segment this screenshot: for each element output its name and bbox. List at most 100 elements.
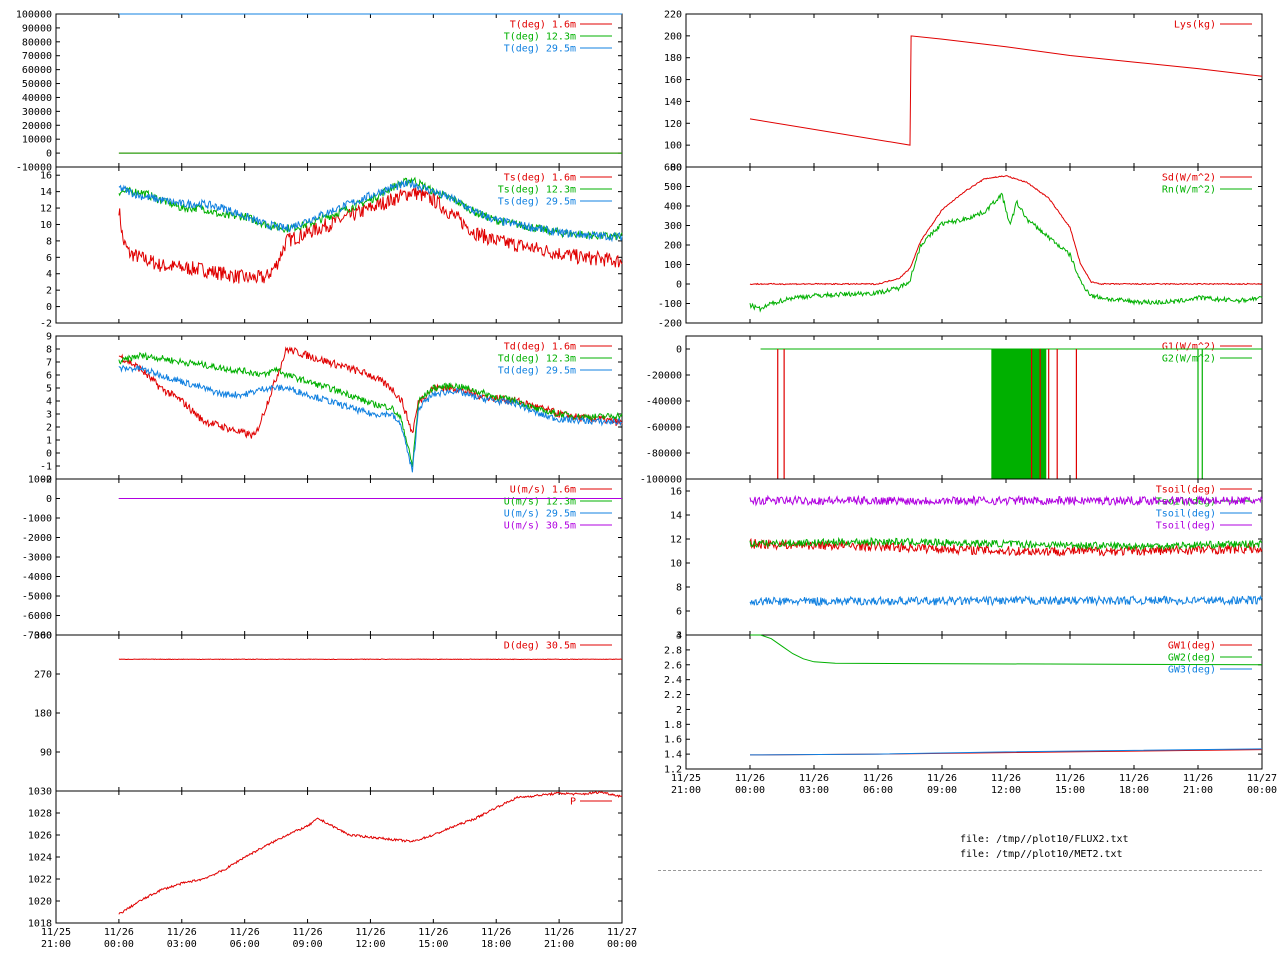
y-tick-label: 16 bbox=[40, 171, 52, 182]
legend-label: Lys(kg) bbox=[1174, 20, 1216, 31]
footer-file-met: file: /tmp//plot10/MET2.txt bbox=[960, 849, 1123, 860]
x-tick-label-right: 21:00 bbox=[1183, 785, 1213, 796]
x-tick-label-left: 18:00 bbox=[481, 939, 511, 950]
x-tick-label-right: 11/25 bbox=[671, 773, 701, 784]
legend-label: Ts(deg) 12.3m bbox=[498, 185, 576, 196]
y-tick-label: 1 bbox=[46, 436, 52, 447]
y-tick-label: 300 bbox=[664, 221, 682, 232]
x-tick-label-right: 11/26 bbox=[799, 773, 829, 784]
x-tick-label-right: 11/26 bbox=[927, 773, 957, 784]
y-tick-label: 30000 bbox=[22, 107, 52, 118]
y-tick-label: 400 bbox=[664, 202, 682, 213]
series-line-green bbox=[749, 536, 1262, 552]
footer-file-flux: file: /tmp//plot10/FLUX2.txt bbox=[960, 834, 1129, 845]
x-tick-label-left: 11/27 bbox=[607, 927, 637, 938]
x-tick-label-right: 06:00 bbox=[863, 785, 893, 796]
x-tick-label-left: 06:00 bbox=[230, 939, 260, 950]
y-tick-label: 180 bbox=[34, 709, 52, 720]
y-tick-label: 9 bbox=[46, 332, 52, 343]
y-tick-label: 1030 bbox=[28, 787, 52, 798]
y-tick-label: 14 bbox=[40, 187, 52, 198]
x-tick-label-left: 21:00 bbox=[41, 939, 71, 950]
x-tick-label-right: 11/27 bbox=[1247, 773, 1277, 784]
y-tick-label: 0 bbox=[46, 302, 52, 313]
legend-label: G1(W/m^2) bbox=[1162, 342, 1216, 353]
x-tick-label-right: 11/26 bbox=[1183, 773, 1213, 784]
panel-p: 1030 1028 1026 1024 1022 1020 1018 P bbox=[28, 787, 623, 930]
x-tick-label-right: 09:00 bbox=[927, 785, 957, 796]
series-line-red bbox=[749, 175, 1262, 286]
legend-label: Td(deg) 1.6m bbox=[504, 342, 576, 353]
panel-frame bbox=[685, 13, 1263, 168]
y-tick-label: 1020 bbox=[28, 897, 52, 908]
series-line-blue bbox=[749, 594, 1263, 607]
x-tick-label-left: 11/26 bbox=[544, 927, 574, 938]
x-tick-label-left: 11/26 bbox=[230, 927, 260, 938]
panel-frame bbox=[55, 166, 623, 324]
x-tick-label-right: 11/26 bbox=[735, 773, 765, 784]
x-tick-label-left: 11/26 bbox=[104, 927, 134, 938]
y-tick-label: 2 bbox=[46, 286, 52, 297]
legend-label: D(deg) 30.5m bbox=[504, 641, 576, 652]
y-tick-label: 1000 bbox=[28, 475, 52, 486]
series-line-red bbox=[118, 186, 623, 284]
y-tick-label: 6 bbox=[46, 371, 52, 382]
series-line-red bbox=[118, 346, 623, 439]
y-tick-label: 160 bbox=[664, 75, 682, 86]
legend-label: G2(W/m^2) bbox=[1162, 354, 1216, 365]
y-tick-label: 2.2 bbox=[664, 690, 682, 701]
y-tick-label: 1018 bbox=[28, 919, 52, 930]
series-line-green bbox=[749, 192, 1263, 313]
x-tick-label-right: 21:00 bbox=[671, 785, 701, 796]
panel-tsoil: 16141210864Tsoil(deg)Tsoil(deg)Tsoil(deg… bbox=[670, 478, 1263, 642]
legend-label: T(deg) 29.5m bbox=[504, 44, 576, 55]
y-tick-label: 1026 bbox=[28, 831, 52, 842]
legend-label: Tsoil(deg) bbox=[1156, 497, 1216, 508]
y-tick-label: 20000 bbox=[22, 121, 52, 132]
legend-label: T(deg) 1.6m bbox=[510, 20, 576, 31]
y-tick-label: 600 bbox=[664, 163, 682, 174]
x-tick-label-right: 00:00 bbox=[735, 785, 765, 796]
panel-t: 1000009000080000700006000050000400003000… bbox=[16, 10, 623, 174]
x-tick-label-left: 11/26 bbox=[418, 927, 448, 938]
panel-frame bbox=[55, 634, 623, 792]
series-line-blue bbox=[118, 179, 623, 243]
x-tick-label-left: 12:00 bbox=[355, 939, 385, 950]
panel-lys: 220 200 180 160 140 120 100 80 Lys(kg) bbox=[664, 10, 1263, 174]
y-tick-label: -7000 bbox=[22, 631, 52, 642]
y-tick-label: 60000 bbox=[22, 65, 52, 76]
x-tick-label-left: 11/26 bbox=[167, 927, 197, 938]
x-tick-label-right: 15:00 bbox=[1055, 785, 1085, 796]
panel-g: 0 -20000 -40000 -60000 -80000 -100000 G1(W/m^2… bbox=[640, 335, 1263, 486]
y-tick-label: 8 bbox=[676, 583, 682, 594]
x-tick-label-left: 11/26 bbox=[293, 927, 323, 938]
y-tick-label: 12 bbox=[670, 535, 682, 546]
y-tick-label: 6 bbox=[676, 607, 682, 618]
y-tick-label: 40000 bbox=[22, 93, 52, 104]
legend-label: Td(deg) 12.3m bbox=[498, 354, 576, 365]
panel-frame bbox=[55, 790, 623, 924]
y-tick-label: -100 bbox=[658, 299, 682, 310]
y-tick-label: 0 bbox=[676, 345, 682, 356]
x-tick-label-right: 00:00 bbox=[1247, 785, 1277, 796]
y-tick-label: 8 bbox=[46, 236, 52, 247]
panel-u: 1000 0 -1000 -2000 -3000 -4000 -5000 -6000 -7000… bbox=[22, 475, 623, 642]
y-tick-label: 12 bbox=[40, 204, 52, 215]
y-tick-label: 90000 bbox=[22, 23, 52, 34]
y-tick-label: 80 bbox=[670, 163, 682, 174]
y-tick-label: 2.6 bbox=[664, 660, 682, 671]
legend-label: Rn(W/m^2) bbox=[1162, 185, 1216, 196]
x-tick-label-right: 11/26 bbox=[1119, 773, 1149, 784]
y-tick-label: 5 bbox=[46, 384, 52, 395]
y-tick-label: -3000 bbox=[22, 553, 52, 564]
legend-label: Tsoil(deg) bbox=[1156, 521, 1216, 532]
y-tick-label: -2000 bbox=[22, 533, 52, 544]
y-tick-label: 180 bbox=[664, 53, 682, 64]
x-tick-label-right: 11/26 bbox=[1055, 773, 1085, 784]
y-tick-label: -80000 bbox=[646, 449, 682, 460]
y-tick-label: 90 bbox=[40, 748, 52, 759]
series-line-red bbox=[118, 658, 623, 661]
y-tick-label: -1000 bbox=[22, 514, 52, 525]
